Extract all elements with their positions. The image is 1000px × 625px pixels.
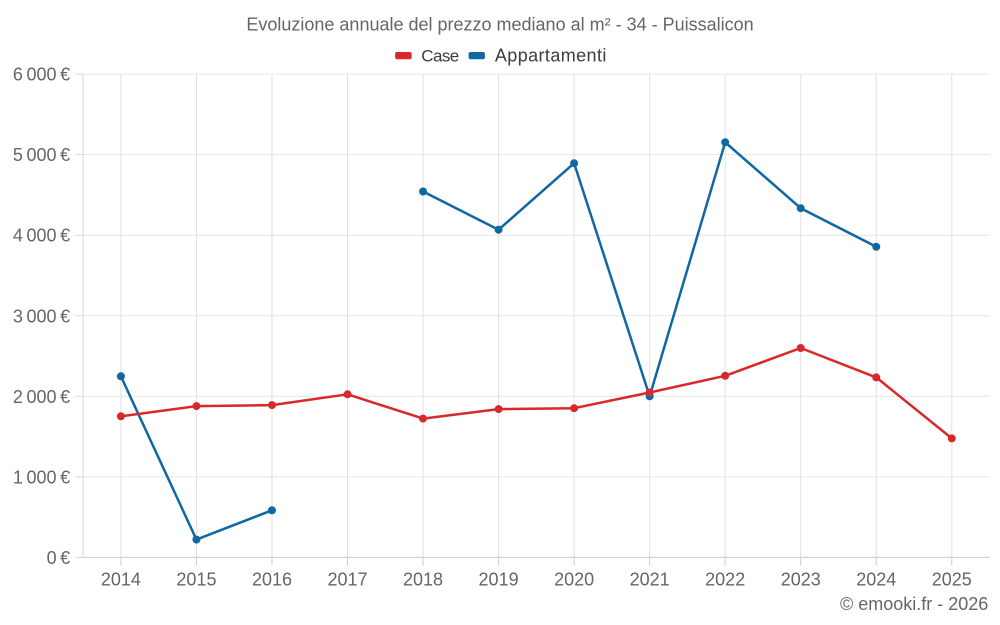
svg-text:5 000 €: 5 000 € bbox=[13, 145, 70, 165]
svg-text:2015: 2015 bbox=[176, 570, 216, 590]
svg-text:2025: 2025 bbox=[932, 570, 972, 590]
svg-text:2016: 2016 bbox=[252, 570, 292, 590]
svg-text:2021: 2021 bbox=[630, 570, 670, 590]
svg-text:6 000 €: 6 000 € bbox=[13, 65, 70, 85]
svg-text:2022: 2022 bbox=[705, 570, 745, 590]
svg-text:2023: 2023 bbox=[781, 570, 821, 590]
svg-text:Case: Case bbox=[421, 46, 458, 65]
svg-text:2014: 2014 bbox=[101, 570, 141, 590]
svg-text:Appartamenti: Appartamenti bbox=[495, 46, 607, 66]
svg-text:© emooki.fr - 2026: © emooki.fr - 2026 bbox=[840, 594, 988, 614]
svg-text:0 €: 0 € bbox=[47, 548, 71, 568]
svg-text:Evoluzione annuale del prezzo: Evoluzione annuale del prezzo mediano al… bbox=[246, 15, 753, 35]
svg-text:2020: 2020 bbox=[554, 570, 594, 590]
svg-text:2019: 2019 bbox=[479, 570, 519, 590]
svg-text:2018: 2018 bbox=[403, 570, 443, 590]
svg-text:3 000 €: 3 000 € bbox=[13, 306, 70, 326]
svg-text:2024: 2024 bbox=[856, 570, 896, 590]
svg-text:2 000 €: 2 000 € bbox=[13, 387, 70, 407]
svg-text:4 000 €: 4 000 € bbox=[13, 226, 70, 246]
svg-text:1 000 €: 1 000 € bbox=[13, 467, 70, 487]
svg-text:2017: 2017 bbox=[327, 570, 367, 590]
